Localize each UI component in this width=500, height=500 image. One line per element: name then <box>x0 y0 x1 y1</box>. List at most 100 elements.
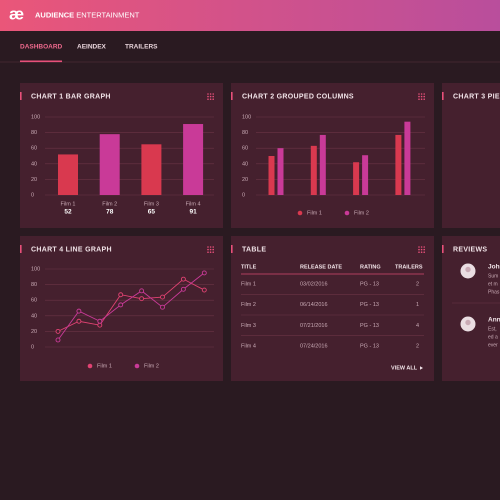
table-cell: PG - 13 <box>360 281 379 287</box>
card-accent <box>231 92 233 100</box>
review-text: Est, <box>488 326 497 332</box>
y-tick-label: 40 <box>31 313 37 319</box>
nav-item[interactable]: DASHBOARD <box>20 44 63 51</box>
menu-dot <box>207 248 209 251</box>
table-header: RATING <box>360 264 381 270</box>
table-cell: 2 <box>416 281 419 287</box>
review-text: Phas <box>488 289 500 295</box>
menu-dot <box>423 98 426 100</box>
legend-swatch <box>134 363 140 369</box>
card-accent <box>231 245 233 253</box>
table-cell: PG - 13 <box>360 323 379 329</box>
card-bg <box>20 236 223 381</box>
menu-dot <box>209 251 212 253</box>
view-all-link[interactable]: VIEW ALL <box>391 365 418 371</box>
card-bg <box>442 83 500 228</box>
bar <box>395 134 402 195</box>
table-cell: Film 2 <box>241 302 256 308</box>
bar <box>58 154 78 195</box>
card: CHART 3 PIE GRAPH <box>442 83 500 228</box>
card-title: CHART 4 LINE GRAPH <box>31 246 112 253</box>
menu-dot <box>420 93 423 95</box>
menu-dot <box>209 248 212 251</box>
card: CHART 2 GROUPED COLUMNS 0 20 40 60 80 100 Film … <box>231 83 434 228</box>
line <box>57 272 205 341</box>
point <box>97 318 103 324</box>
point <box>180 276 186 282</box>
point <box>180 286 186 292</box>
line <box>57 278 205 332</box>
legend-swatch <box>344 210 350 216</box>
point <box>139 296 145 302</box>
review-text: ever <box>488 342 498 348</box>
bar <box>310 145 317 195</box>
menu-dot <box>212 246 214 248</box>
y-tick-label: 100 <box>31 266 40 272</box>
menu-dot <box>209 93 212 95</box>
avatar-head <box>465 319 471 326</box>
bar <box>141 144 162 195</box>
menu-dot <box>209 98 212 100</box>
card-title: REVIEWS <box>453 246 487 253</box>
nav-item[interactable]: AEINDEX <box>77 44 107 51</box>
legend-swatch <box>297 210 303 216</box>
x-tick-label: Film 4 <box>186 201 201 207</box>
menu-dot <box>420 246 423 248</box>
nav-active-underline <box>20 60 62 63</box>
bar <box>404 121 411 195</box>
card-title: CHART 1 BAR GRAPH <box>31 93 111 100</box>
value-label: 65 <box>148 209 156 216</box>
y-tick-label: 100 <box>242 114 251 120</box>
y-tick-label: 60 <box>31 146 37 152</box>
bar <box>362 155 369 195</box>
table-header: TITLE <box>241 264 257 270</box>
y-tick-label: 0 <box>31 344 34 350</box>
y-tick-label: 100 <box>31 114 40 120</box>
y-tick-label: 0 <box>31 192 34 198</box>
table-header: RELEASE DATE <box>300 264 342 270</box>
menu-dot <box>420 98 423 100</box>
y-tick-label: 60 <box>242 146 248 152</box>
legend-label: Film 1 <box>307 210 322 216</box>
menu-dot <box>420 95 423 98</box>
bar <box>319 134 326 195</box>
table-cell: Film 3 <box>241 323 256 329</box>
point <box>160 294 165 300</box>
y-tick-label: 20 <box>31 329 37 335</box>
value-label: 78 <box>106 209 114 216</box>
menu-dot <box>212 95 214 98</box>
y-tick-label: 80 <box>31 282 37 288</box>
point <box>201 270 207 276</box>
table-cell: Film 4 <box>241 344 256 350</box>
menu-dot <box>423 93 426 95</box>
value-label: 52 <box>64 209 72 216</box>
bar <box>183 124 204 195</box>
menu-dot <box>423 251 426 253</box>
nav-item[interactable]: TRAILERS <box>125 44 158 51</box>
menu-dot <box>418 98 420 100</box>
legend-swatch <box>87 363 93 369</box>
y-tick-label: 20 <box>31 177 37 183</box>
y-tick-label: 80 <box>31 130 37 136</box>
card: TABLE TITLE RELEASE DATE RATING TRAILERS Film… <box>231 236 434 381</box>
menu-dot <box>207 98 209 100</box>
x-tick-label: Film 1 <box>61 201 76 207</box>
menu-dot <box>418 251 420 253</box>
menu-dot <box>207 93 209 95</box>
point <box>201 287 207 293</box>
card-title: CHART 3 PIE GRAPH <box>453 93 500 100</box>
table-cell: 1 <box>416 302 419 308</box>
menu-dot <box>423 248 426 251</box>
view-all-arrow <box>420 366 423 370</box>
card: CHART 4 LINE GRAPH 0 20 40 60 80 100 Film 1 Film… <box>20 236 223 381</box>
point <box>118 302 124 308</box>
x-tick-label: Film 2 <box>102 201 117 207</box>
y-tick-label: 80 <box>242 130 248 136</box>
review-text: ed a <box>488 334 498 340</box>
reviewer-name: John <box>488 264 500 271</box>
legend-label: Film 2 <box>354 210 369 216</box>
y-tick-label: 0 <box>242 192 245 198</box>
point <box>55 328 61 334</box>
